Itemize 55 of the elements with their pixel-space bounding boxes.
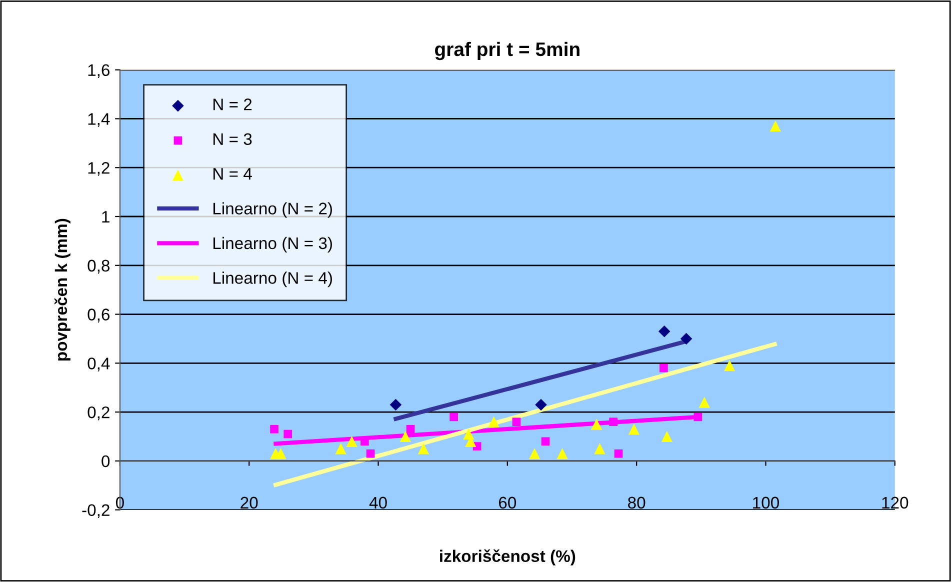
y-tick-label: 1,4 bbox=[88, 113, 110, 127]
legend-label: Linearno (N = 3) bbox=[213, 236, 332, 252]
point bbox=[614, 449, 623, 458]
x-tick-label: 40 bbox=[369, 496, 387, 509]
point bbox=[284, 430, 292, 438]
point bbox=[275, 448, 286, 460]
point bbox=[590, 418, 602, 430]
point bbox=[270, 425, 278, 434]
point bbox=[658, 326, 670, 338]
point bbox=[628, 424, 640, 435]
legend-label: N = 4 bbox=[213, 168, 252, 180]
point bbox=[450, 412, 458, 422]
point bbox=[535, 398, 547, 411]
x-tick-label: 80 bbox=[628, 496, 646, 509]
x-tick-label: 20 bbox=[240, 496, 258, 509]
y-tick-label: -0,2 bbox=[82, 504, 110, 518]
point bbox=[346, 436, 358, 447]
legend-label: Linearno (N = 2) bbox=[213, 202, 332, 218]
point bbox=[390, 398, 402, 411]
point bbox=[541, 437, 550, 446]
point bbox=[400, 430, 411, 442]
y-tick-label: 0,4 bbox=[88, 358, 110, 372]
y-tick-label: 0,2 bbox=[88, 406, 110, 420]
y-tick-label: 1,2 bbox=[88, 162, 110, 176]
point bbox=[488, 416, 500, 428]
y-tick-label: 1 bbox=[102, 211, 110, 223]
chart-title: graf pri t = 5min bbox=[435, 42, 580, 60]
point bbox=[366, 449, 375, 458]
point bbox=[660, 364, 668, 372]
y-axis-title: povprečen k (mm) bbox=[54, 218, 70, 361]
point bbox=[694, 412, 702, 422]
point bbox=[770, 120, 781, 132]
point bbox=[661, 430, 672, 442]
point bbox=[594, 443, 606, 454]
point bbox=[698, 396, 710, 408]
point bbox=[609, 418, 618, 426]
point bbox=[512, 418, 521, 426]
legend-label: N = 2 bbox=[213, 98, 252, 110]
point bbox=[528, 448, 540, 460]
x-tick-label: 120 bbox=[882, 496, 908, 509]
point bbox=[556, 448, 568, 460]
point bbox=[335, 443, 346, 454]
y-tick-label: 0,6 bbox=[88, 308, 110, 322]
x-tick-label: 60 bbox=[498, 496, 516, 509]
point bbox=[406, 425, 415, 434]
x-tick-label: 100 bbox=[753, 496, 779, 509]
legend-label: Linearno (N = 4) bbox=[213, 272, 332, 288]
y-tick-label: 0,8 bbox=[88, 260, 110, 274]
point bbox=[680, 332, 692, 345]
point bbox=[418, 443, 430, 454]
y-tick-label: 1,6 bbox=[88, 64, 110, 78]
legend-label: N = 3 bbox=[213, 133, 252, 146]
y-tick-label: 0 bbox=[102, 455, 110, 468]
x-axis-title: izkoriščenost (%) bbox=[440, 549, 576, 566]
point bbox=[724, 360, 736, 372]
